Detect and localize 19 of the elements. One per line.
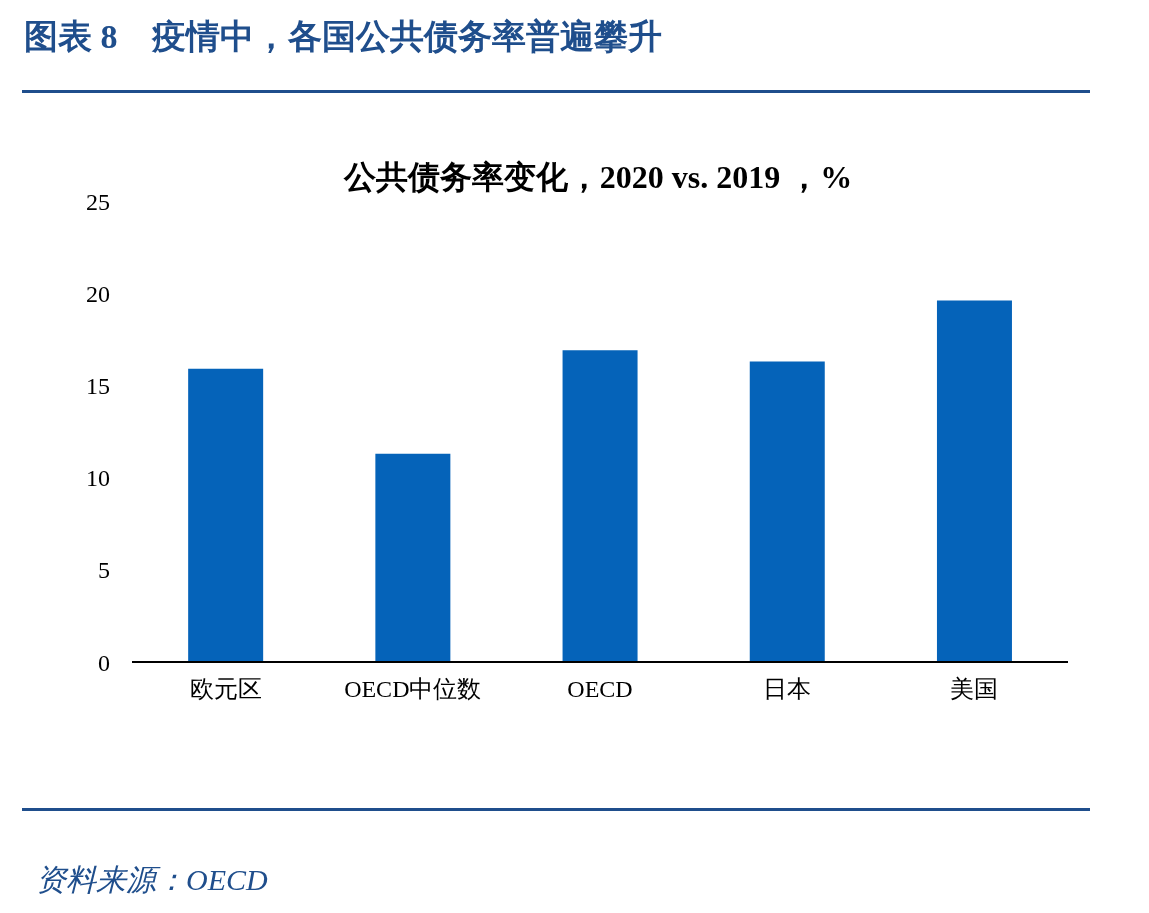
bar — [562, 350, 638, 662]
x-tick-label: OECD中位数 — [344, 676, 482, 703]
y-tick-label: 15 — [86, 372, 110, 399]
text: 资料来源：OECD — [36, 862, 268, 898]
chart-subtitle: 公共债务率变化，2020 vs. 2019 ，% — [343, 159, 853, 195]
bar — [749, 361, 825, 662]
x-tick-label: 美国 — [950, 676, 999, 703]
y-tick-label: 25 — [86, 188, 110, 215]
bar — [936, 300, 1012, 662]
bar — [188, 368, 264, 662]
y-tick-label: 0 — [98, 649, 110, 676]
chart-title: 图表 8 疫情中，各国公共债务率普遍攀升 — [24, 17, 662, 57]
x-tick-label: 欧元区 — [189, 676, 262, 703]
y-tick-label: 5 — [98, 557, 110, 584]
x-tick-label: OECD — [567, 676, 633, 703]
y-tick-label: 20 — [86, 280, 110, 307]
x-tick-label: 日本 — [763, 676, 812, 703]
bar — [375, 453, 451, 662]
y-tick-label: 10 — [86, 465, 110, 492]
